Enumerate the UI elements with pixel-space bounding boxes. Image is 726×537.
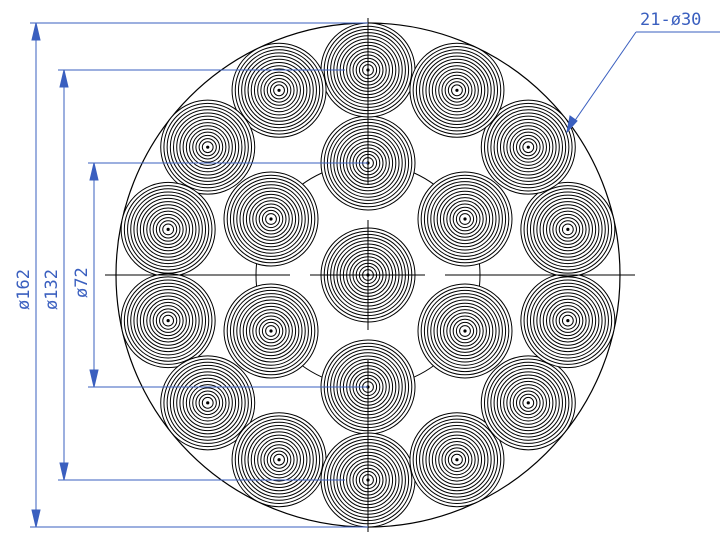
strand-group [120, 22, 616, 528]
inner-pitch-diameter-label: ø72 [72, 267, 92, 298]
leader-line [566, 31, 637, 133]
strand [120, 273, 216, 369]
leader-callout [566, 31, 720, 134]
strand [223, 283, 319, 379]
middle-pitch-diameter-label: ø132 [42, 269, 62, 310]
arrowhead-top [89, 162, 99, 181]
centerlines [105, 18, 635, 532]
arrowhead-bottom [31, 509, 41, 528]
strand [480, 355, 576, 451]
dimension-inner-pitch-diameter [88, 162, 368, 388]
strand [520, 181, 616, 277]
strand [160, 99, 256, 195]
strand [231, 42, 327, 138]
leader-arrowhead [566, 115, 578, 134]
dimension-middle-pitch-diameter [58, 69, 345, 481]
arrowhead-top [31, 22, 41, 41]
dimension-outer-diameter [30, 22, 368, 528]
arrowhead-top [59, 69, 69, 88]
strand [520, 273, 616, 369]
callout-label: 21-ø30 [640, 10, 701, 30]
strand [231, 412, 327, 508]
strand [480, 99, 576, 195]
strand [160, 355, 256, 451]
arrowhead-bottom [59, 462, 69, 481]
strand [417, 283, 513, 379]
strand [409, 42, 505, 138]
strand [223, 171, 319, 267]
arrowhead-bottom [89, 369, 99, 388]
strand [417, 171, 513, 267]
strand [409, 412, 505, 508]
strand [120, 181, 216, 277]
outer-diameter-label: ø162 [14, 269, 34, 310]
